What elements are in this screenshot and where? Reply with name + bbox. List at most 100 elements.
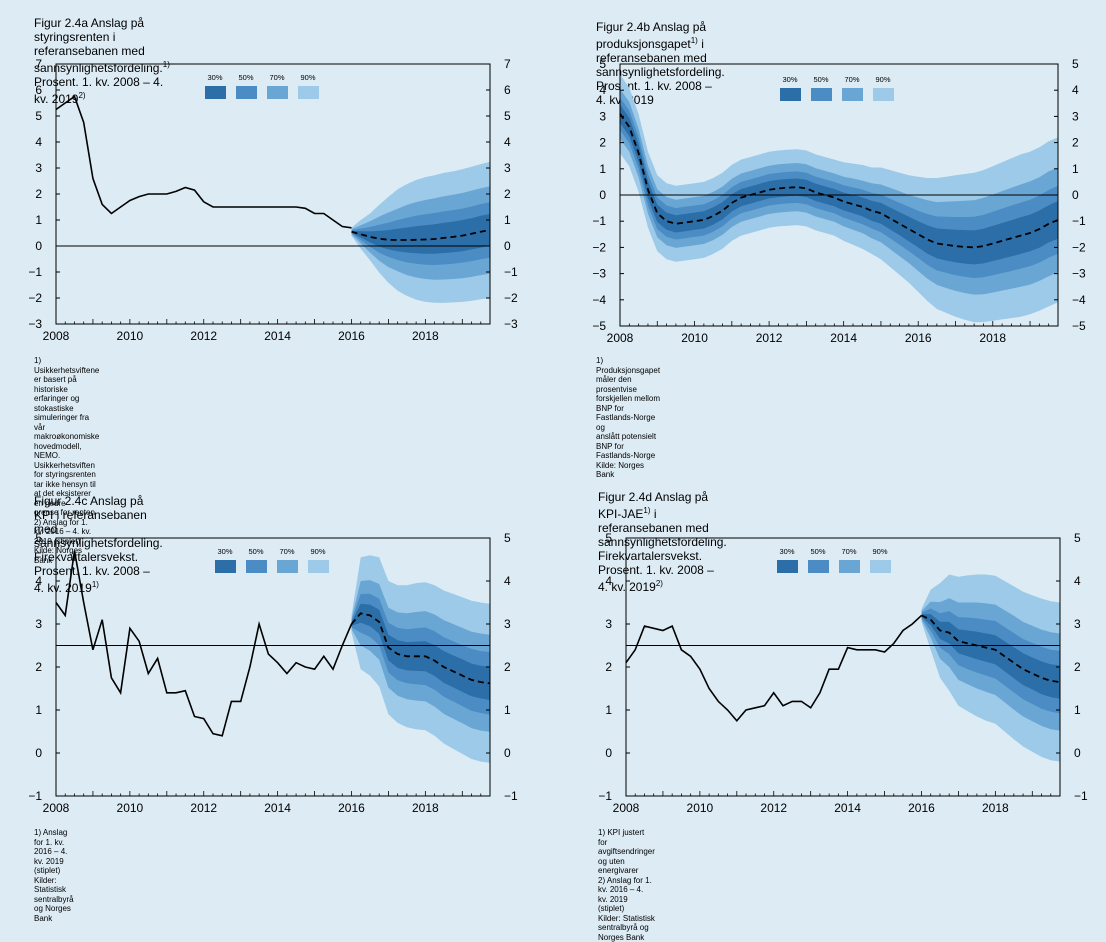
y-tick-label-left: −2 <box>592 240 606 254</box>
x-tick-label: 2016 <box>905 331 932 345</box>
x-tick-label: 2012 <box>190 329 217 343</box>
y-tick-label-left: 1 <box>35 703 42 717</box>
y-tick-label-right: 0 <box>1074 746 1081 760</box>
y-tick-label-left: −2 <box>28 291 42 305</box>
chart-plot-d: −1 −1 0 0 1 1 2 2 3 3 4 4 5 5 2008 2010 2012 2014 2016 2018… <box>598 531 1088 815</box>
chart-plot-a: −3 −3 −2 −2 −1 −1 0 0 1 1 2 2 3 3 4 4 5 5 6 6 7 7 2008 2010 2012… <box>28 57 518 343</box>
legend-swatch <box>308 560 329 573</box>
y-tick-label-right: −5 <box>1072 319 1086 333</box>
forecast-line <box>351 229 491 241</box>
y-tick-label-right: 0 <box>1072 188 1079 202</box>
y-tick-label-right: 4 <box>1074 574 1081 588</box>
y-tick-label-right: 1 <box>1072 162 1079 176</box>
legend-label: 90% <box>300 73 315 82</box>
legend-label: 70% <box>269 73 284 82</box>
chart-plot-c: −1 −1 0 0 1 1 2 2 3 3 4 4 5 5 2008 2010 2012 2014 2016 2018… <box>28 531 518 815</box>
y-tick-label-left: 4 <box>35 135 42 149</box>
y-tick-label-left: −1 <box>28 265 42 279</box>
chart-footnotes-b: 1) Produksjonsgapet måler den prosentvis… <box>596 356 661 479</box>
y-tick-label-right: −1 <box>1074 789 1088 803</box>
legend-label: 70% <box>841 547 856 556</box>
legend-swatch <box>811 88 832 101</box>
y-tick-label-right: −1 <box>504 789 518 803</box>
y-tick-label-right: −3 <box>1072 267 1086 281</box>
y-tick-label-right: 3 <box>1072 109 1079 123</box>
forecast-line <box>921 614 1061 683</box>
legend-swatch <box>842 88 863 101</box>
y-tick-label-left: 1 <box>599 162 606 176</box>
x-tick-label: 2014 <box>264 801 291 815</box>
legend-swatch <box>839 560 860 573</box>
legend-label: 70% <box>279 547 294 556</box>
x-tick-label: 2016 <box>908 801 935 815</box>
y-tick-label-left: 3 <box>605 617 612 631</box>
y-tick-label-left: 6 <box>35 83 42 97</box>
y-tick-label-left: −4 <box>592 293 606 307</box>
chart-title-c: Figur 2.4c Anslag på KPI i referansebane… <box>34 494 163 595</box>
y-tick-label-right: 5 <box>1072 57 1079 71</box>
legend-swatch <box>780 88 801 101</box>
y-tick-label-left: 3 <box>35 617 42 631</box>
y-tick-label-right: −4 <box>1072 293 1086 307</box>
legend-label: 30% <box>207 73 222 82</box>
y-tick-label-right: 4 <box>504 574 511 588</box>
legend-swatch <box>205 86 226 99</box>
y-tick-label-left: 4 <box>605 574 612 588</box>
history-line <box>55 550 353 737</box>
y-tick-label-right: 5 <box>504 531 511 545</box>
y-tick-label-right: 3 <box>504 617 511 631</box>
legend-label: 50% <box>813 75 828 84</box>
legend-label: 30% <box>779 547 794 556</box>
x-tick-label: 2014 <box>834 801 861 815</box>
x-tick-label: 2016 <box>338 329 365 343</box>
y-tick-label-left: 0 <box>605 746 612 760</box>
legend-label: 90% <box>872 547 887 556</box>
y-tick-label-right: 1 <box>504 213 511 227</box>
fan-band-30 <box>620 104 1058 265</box>
y-tick-label-left: 5 <box>35 109 42 123</box>
legend-swatch <box>298 86 319 99</box>
legend-label: 30% <box>782 75 797 84</box>
legend-label: 90% <box>310 547 325 556</box>
legend-swatch <box>215 560 236 573</box>
y-tick-label-right: −1 <box>1072 214 1086 228</box>
y-tick-label-left: 4 <box>35 574 42 588</box>
y-tick-label-left: 0 <box>35 239 42 253</box>
legend-label: 50% <box>810 547 825 556</box>
legend-swatch <box>236 86 257 99</box>
fan-band-30 <box>351 214 490 254</box>
legend-label: 70% <box>844 75 859 84</box>
chart-footnotes-c: 1) Anslag for 1. kv. 2016 – 4. kv. 2019 … <box>34 828 74 923</box>
y-tick-label-right: 2 <box>504 187 511 201</box>
x-tick-label: 2010 <box>117 801 144 815</box>
x-tick-label: 2010 <box>117 329 144 343</box>
x-tick-label: 2012 <box>190 801 217 815</box>
y-tick-label-right: 5 <box>1074 531 1081 545</box>
y-tick-label-right: −2 <box>1072 240 1086 254</box>
y-tick-label-left: 2 <box>35 187 42 201</box>
x-tick-label: 2008 <box>43 801 70 815</box>
legend-swatch <box>777 560 798 573</box>
x-tick-label: 2014 <box>264 329 291 343</box>
y-tick-label-right: 2 <box>1072 136 1079 150</box>
history-line <box>625 614 923 723</box>
legend-swatch <box>277 560 298 573</box>
x-tick-label: 2014 <box>830 331 857 345</box>
y-tick-label-left: 4 <box>599 83 606 97</box>
y-tick-label-right: 1 <box>1074 703 1081 717</box>
y-tick-label-left: 0 <box>599 188 606 202</box>
x-tick-label: 2018 <box>979 331 1006 345</box>
y-tick-label-right: 4 <box>504 135 511 149</box>
x-tick-label: 2008 <box>613 801 640 815</box>
y-tick-label-left: −3 <box>28 317 42 331</box>
y-tick-label-left: 3 <box>599 109 606 123</box>
y-tick-label-left: −1 <box>28 789 42 803</box>
x-tick-label: 2010 <box>687 801 714 815</box>
x-tick-label: 2010 <box>681 331 708 345</box>
y-tick-label-left: 2 <box>599 136 606 150</box>
legend-label: 30% <box>217 547 232 556</box>
y-tick-label-right: −2 <box>504 291 518 305</box>
legend-swatch <box>870 560 891 573</box>
y-tick-label-right: 6 <box>504 83 511 97</box>
legend-label: 50% <box>248 547 263 556</box>
